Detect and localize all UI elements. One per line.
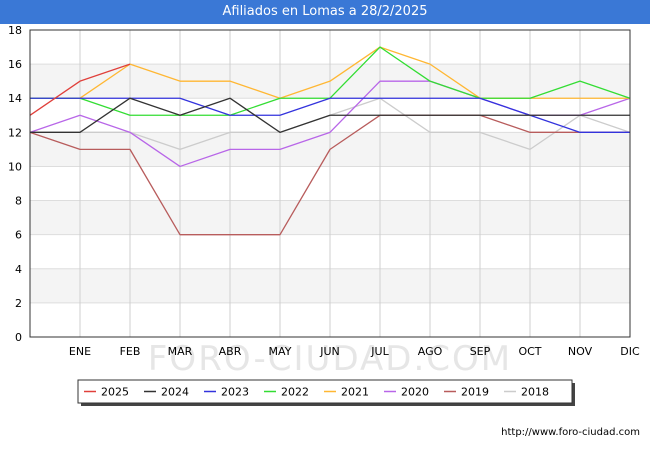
x-tick-label: JUL — [370, 345, 389, 358]
y-tick-label: 14 — [8, 92, 22, 105]
legend-label-2024: 2024 — [161, 386, 189, 399]
x-tick-label: SEP — [470, 345, 491, 358]
y-tick-label: 2 — [15, 297, 22, 310]
x-tick-label: ABR — [219, 345, 242, 358]
series-lines — [29, 46, 631, 236]
y-tick-label: 10 — [8, 160, 22, 173]
series-line-2024 — [30, 97, 630, 133]
legend-label-2022: 2022 — [281, 386, 309, 399]
series-line-2019 — [29, 114, 630, 236]
x-tick-label: NOV — [568, 345, 593, 358]
legend-label-2023: 2023 — [221, 386, 249, 399]
y-tick-label: 16 — [8, 58, 22, 71]
x-tick-label: ENE — [69, 345, 91, 358]
plot-frame — [29, 29, 631, 338]
x-tick-label: MAY — [269, 345, 292, 358]
source-credit: http://www.foro-ciudad.com — [501, 427, 640, 438]
y-tick-label: 4 — [15, 263, 22, 276]
legend-label-2021: 2021 — [341, 386, 369, 399]
watermark-text: FORO-CIUDAD.COM — [148, 339, 512, 379]
legend: 2025 2024 2023 2022 2021 2020 2019 2018 — [77, 379, 575, 406]
legend-label-2025: 2025 — [101, 386, 129, 399]
chart-title: Afiliados en Lomas a 28/2/2025 — [0, 0, 650, 24]
x-tick-label: OCT — [518, 345, 541, 358]
legend-label-2018: 2018 — [521, 386, 549, 399]
y-tick-labels: 0 2 4 6 8 10 12 14 16 18 — [8, 24, 22, 344]
y-tick-label: 8 — [15, 195, 22, 208]
x-tick-label: AGO — [418, 345, 443, 358]
y-tick-label: 0 — [15, 331, 22, 344]
legend-label-2019: 2019 — [461, 386, 489, 399]
x-tick-label: JUN — [319, 345, 340, 358]
legend-label-2020: 2020 — [401, 386, 429, 399]
x-tick-label: DIC — [620, 345, 640, 358]
series-line-2025 — [29, 63, 131, 116]
x-tick-label: FEB — [120, 345, 141, 358]
x-tick-labels: ENE FEB MAR ABR MAY JUN JUL AGO SEP OCT NOV DIC — [69, 345, 640, 358]
y-tick-label: 6 — [15, 229, 22, 242]
y-tick-label: 18 — [8, 24, 22, 37]
y-tick-label: 12 — [8, 126, 22, 139]
x-tick-label: MAR — [168, 345, 193, 358]
